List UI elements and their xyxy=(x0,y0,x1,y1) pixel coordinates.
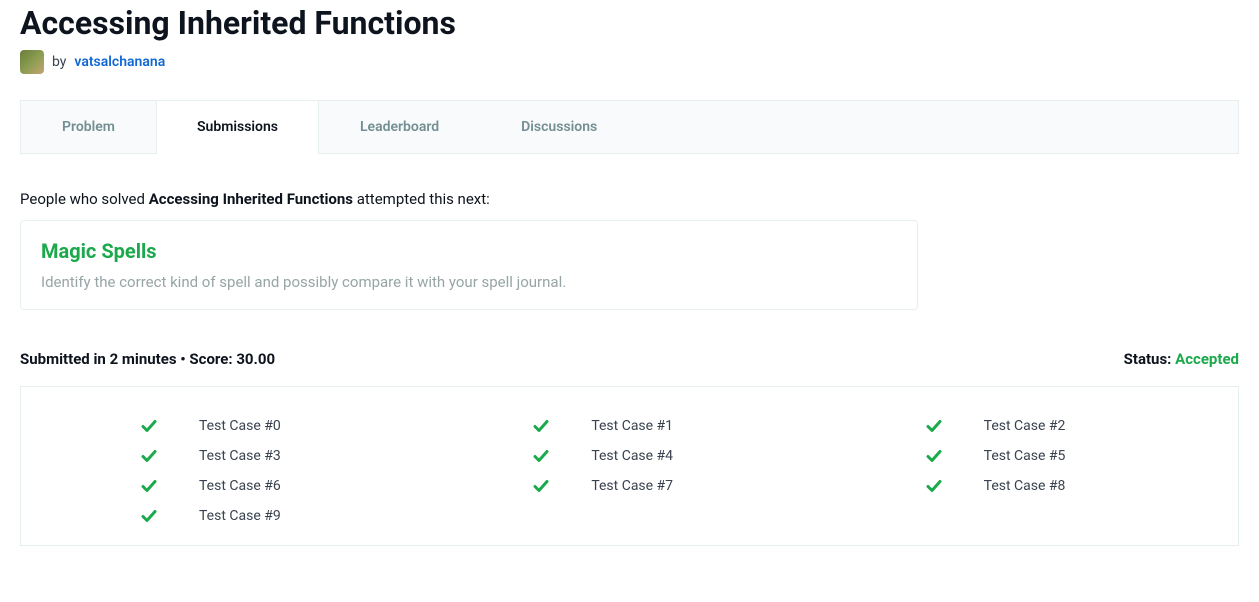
check-icon xyxy=(141,478,157,494)
status-row: Submitted in 2 minutes • Score: 30.00 St… xyxy=(20,350,1239,368)
next-challenge-description: Identify the correct kind of spell and p… xyxy=(41,273,897,291)
tab-leaderboard[interactable]: Leaderboard xyxy=(319,101,480,153)
testcase-label: Test Case #5 xyxy=(984,448,1066,464)
submitted-text: Submitted in 2 minutes • Score: 30.00 xyxy=(20,350,275,368)
testcase-label: Test Case #2 xyxy=(984,418,1066,434)
testcase-label: Test Case #0 xyxy=(199,418,281,434)
next-challenge-title: Magic Spells xyxy=(41,239,897,263)
testcase-label: Test Case #7 xyxy=(591,478,673,494)
page-title: Accessing Inherited Functions xyxy=(20,4,1239,42)
testcase[interactable]: Test Case #7 xyxy=(433,471,825,501)
check-icon xyxy=(533,418,549,434)
next-prompt-bold: Accessing Inherited Functions xyxy=(149,190,353,208)
check-icon xyxy=(926,478,942,494)
testcase-label: Test Case #4 xyxy=(591,448,673,464)
tab-submissions[interactable]: Submissions xyxy=(156,101,319,154)
tab-problem[interactable]: Problem xyxy=(21,101,156,153)
check-icon xyxy=(141,448,157,464)
author-link[interactable]: vatsalchanana xyxy=(74,54,165,70)
testcase[interactable]: Test Case #0 xyxy=(41,411,433,441)
testcase-label: Test Case #3 xyxy=(199,448,281,464)
check-icon xyxy=(141,508,157,524)
author-row: by vatsalchanana xyxy=(20,50,1239,74)
status-text: Status: Accepted xyxy=(1124,350,1239,368)
testcase-label: Test Case #9 xyxy=(199,508,281,524)
testcases-grid: Test Case #0 Test Case #1 Test Case #2 Test… xyxy=(41,411,1218,531)
status-label: Status: xyxy=(1124,350,1175,368)
tab-discussions[interactable]: Discussions xyxy=(480,101,638,153)
check-icon xyxy=(141,418,157,434)
testcase[interactable]: Test Case #5 xyxy=(826,441,1218,471)
status-value: Accepted xyxy=(1175,350,1239,368)
testcase-label: Test Case #6 xyxy=(199,478,281,494)
by-text: by xyxy=(52,54,66,70)
testcase[interactable]: Test Case #6 xyxy=(41,471,433,501)
testcase[interactable]: Test Case #8 xyxy=(826,471,1218,501)
testcase-label: Test Case #8 xyxy=(984,478,1066,494)
next-prompt: People who solved Accessing Inherited Fu… xyxy=(20,190,1239,208)
check-icon xyxy=(533,478,549,494)
next-challenge-card[interactable]: Magic Spells Identify the correct kind o… xyxy=(20,220,918,310)
testcase-label: Test Case #1 xyxy=(591,418,673,434)
testcase[interactable]: Test Case #2 xyxy=(826,411,1218,441)
testcases-box: Test Case #0 Test Case #1 Test Case #2 Test… xyxy=(20,386,1239,546)
author-avatar[interactable] xyxy=(20,50,44,74)
check-icon xyxy=(926,418,942,434)
check-icon xyxy=(926,448,942,464)
testcase[interactable]: Test Case #9 xyxy=(41,501,433,531)
tabs: ProblemSubmissionsLeaderboardDiscussions xyxy=(20,100,1239,154)
testcase[interactable]: Test Case #1 xyxy=(433,411,825,441)
testcase[interactable]: Test Case #3 xyxy=(41,441,433,471)
next-prompt-suffix: attempted this next: xyxy=(353,190,490,208)
next-prompt-prefix: People who solved xyxy=(20,190,149,208)
check-icon xyxy=(533,448,549,464)
testcase[interactable]: Test Case #4 xyxy=(433,441,825,471)
